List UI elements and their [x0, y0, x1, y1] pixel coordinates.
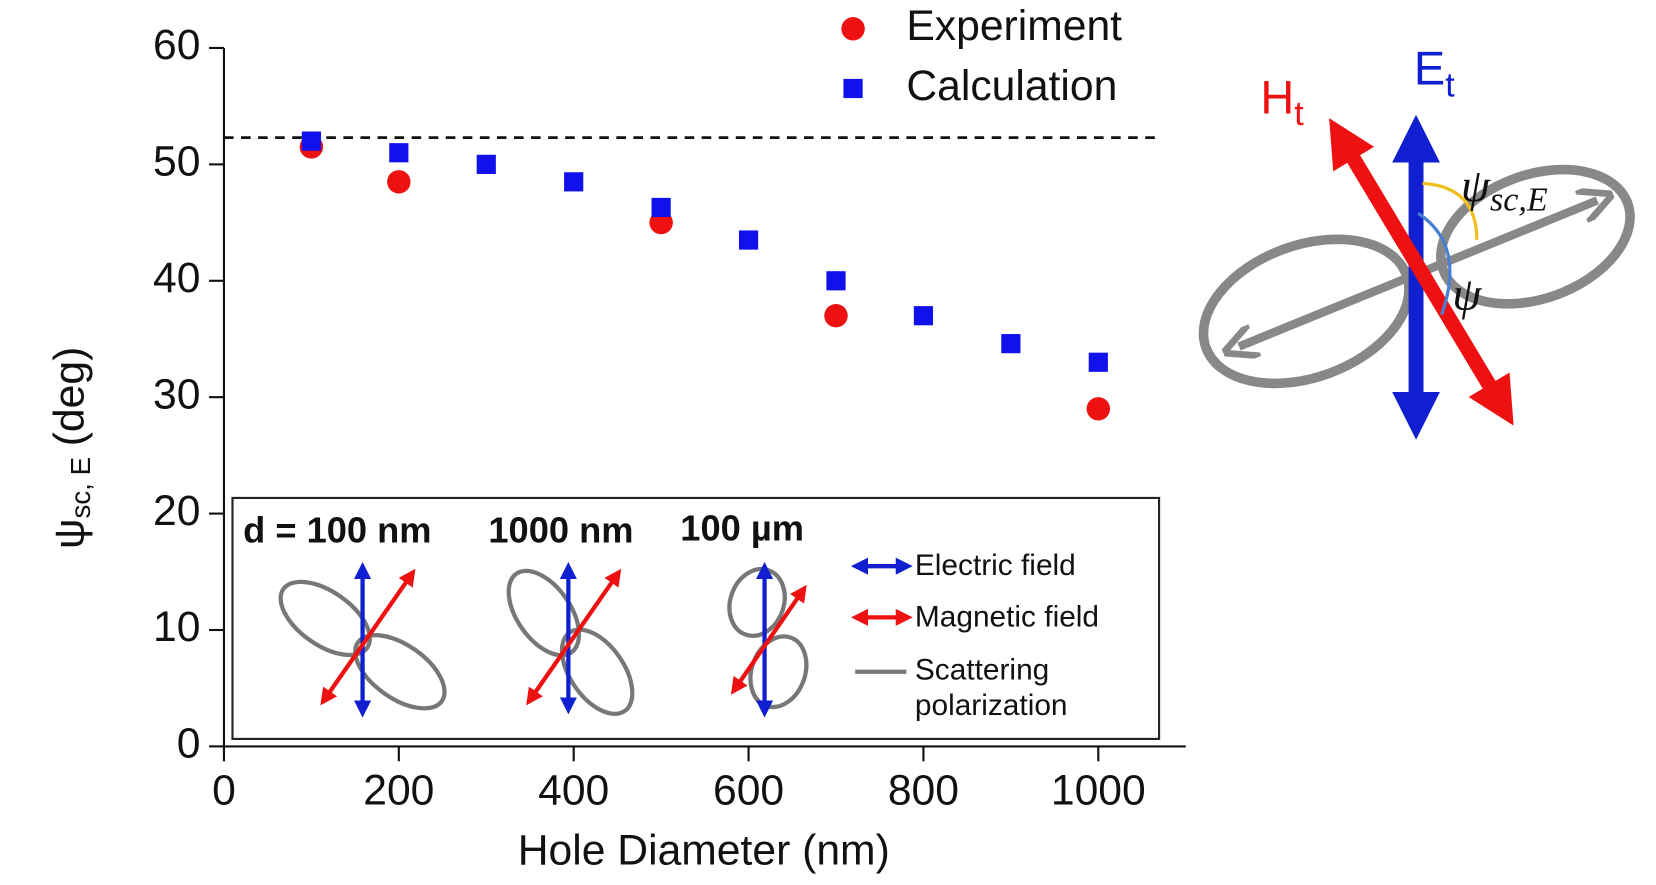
y-tick-label: 60: [153, 21, 200, 69]
x-tick-label: 1000: [1051, 767, 1146, 815]
x-axis-label: Hole Diameter (nm): [518, 826, 890, 874]
data-point: [564, 172, 584, 192]
e-text: E: [1414, 43, 1445, 95]
psi-sc-text: ψ: [1461, 160, 1491, 212]
h-text: H: [1260, 72, 1294, 124]
x-tick-label: 600: [713, 767, 784, 815]
y-label-sub: sc, E: [66, 457, 97, 519]
data-point: [387, 170, 411, 194]
y-tick-label: 50: [153, 138, 200, 186]
y-label-unit: (deg): [46, 347, 94, 447]
inset: d = 100 nm 1000 nm 100 µm Electric field…: [231, 496, 1161, 740]
legend-label: Experiment: [906, 2, 1122, 50]
inset-size: 100 µm: [680, 508, 804, 549]
x-tick-label: 200: [363, 767, 434, 815]
legend-marker: [841, 17, 865, 41]
psi-arc: [1417, 211, 1452, 316]
x-tick-label: 0: [212, 767, 236, 815]
data-point: [1088, 352, 1108, 372]
lobes: [278, 566, 809, 717]
e-sub: t: [1445, 66, 1455, 104]
inset-legend: Magnetic field: [915, 600, 1099, 633]
data-point: [738, 230, 759, 250]
y-tick-label: 20: [153, 487, 200, 535]
data-point: [301, 131, 321, 151]
y-tick-label: 10: [153, 603, 200, 651]
legend-marker: [843, 78, 863, 99]
inset-legend: Electric field: [915, 549, 1076, 582]
h-sub: t: [1294, 95, 1304, 133]
psi-sc-arc: [1422, 181, 1479, 240]
diagram: Ht Et ψsc,E ψ: [1198, 43, 1635, 440]
data-point: [913, 306, 934, 326]
h-arrow: [526, 568, 622, 706]
y-tick-label: 30: [153, 370, 200, 418]
inset-frame: [231, 496, 1161, 740]
inset-legend: Scattering: [915, 654, 1049, 687]
inset-size: 1000 nm: [488, 510, 633, 551]
x-tick-label: 800: [888, 767, 959, 815]
y-label-symbol: ψ: [46, 519, 94, 549]
data-point: [1086, 397, 1111, 421]
psi-label: ψ: [1452, 268, 1482, 320]
e-label: Et: [1414, 43, 1455, 105]
h-arrow: [730, 584, 807, 695]
lobe: [1198, 234, 1414, 389]
h-arrow: [1329, 118, 1514, 426]
psi-sc-sub: sc,E: [1490, 181, 1548, 218]
y-axis-label: ψsc, E (deg): [46, 347, 97, 549]
data-point: [824, 303, 848, 328]
data-point: [1001, 334, 1021, 354]
data-point: [389, 143, 409, 163]
legend-label: Calculation: [906, 62, 1117, 110]
inset-legend: polarization: [915, 689, 1068, 722]
data-point: [651, 197, 671, 218]
y-tick-label: 40: [153, 254, 200, 302]
x-tick-label: 400: [538, 767, 609, 815]
y-tick-label: 0: [177, 720, 201, 768]
inset-size: d = 100 nm: [243, 510, 431, 551]
h-label: Ht: [1260, 72, 1304, 134]
h-arrow: [320, 568, 416, 706]
psi-sc-label: ψsc,E: [1461, 160, 1548, 219]
data-point: [476, 154, 496, 174]
data-point: [826, 271, 846, 291]
